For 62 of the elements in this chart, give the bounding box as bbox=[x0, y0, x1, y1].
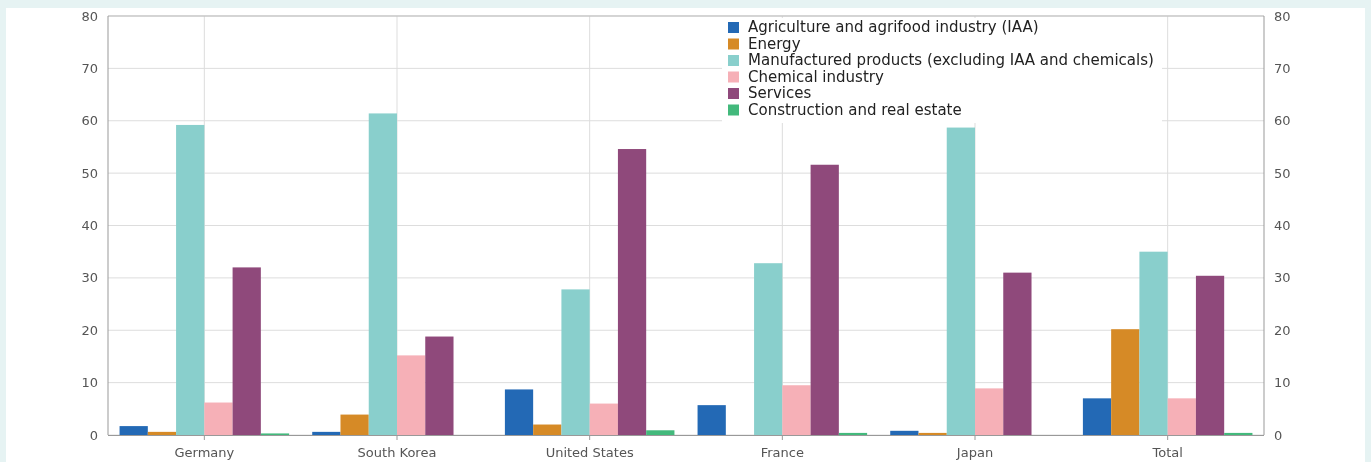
y2-tick-label: 30 bbox=[1274, 270, 1291, 286]
y2-tick-label: 70 bbox=[1274, 60, 1291, 76]
bar bbox=[1111, 329, 1140, 435]
y-tick-label: 60 bbox=[81, 113, 98, 129]
bar bbox=[697, 405, 726, 435]
x-tick-label: Japan bbox=[955, 445, 994, 460]
bar bbox=[204, 402, 233, 435]
bar bbox=[1195, 275, 1225, 435]
y2-tick-label: 40 bbox=[1274, 218, 1291, 234]
x-tick-label: France bbox=[760, 445, 804, 460]
bar bbox=[810, 164, 839, 435]
bar bbox=[838, 432, 868, 435]
bar bbox=[340, 414, 369, 435]
y-tick-label: 70 bbox=[81, 60, 98, 76]
bar bbox=[561, 289, 590, 435]
bar bbox=[646, 430, 675, 435]
y-tick-label: 10 bbox=[81, 375, 98, 391]
bar bbox=[176, 124, 205, 435]
bar bbox=[312, 431, 341, 435]
y2-tick-label: 60 bbox=[1274, 113, 1291, 129]
bar bbox=[232, 267, 261, 435]
y-tick-label: 0 bbox=[89, 427, 98, 443]
y2-tick-label: 0 bbox=[1274, 427, 1283, 443]
legend-label: Agriculture and agrifood industry (IAA) bbox=[748, 18, 1039, 36]
bar bbox=[946, 127, 975, 435]
x-tick-label: Germany bbox=[174, 445, 235, 460]
legend-label: Construction and real estate bbox=[748, 100, 962, 119]
bar bbox=[397, 355, 426, 435]
x-tick-label: South Korea bbox=[357, 445, 437, 460]
bar bbox=[589, 403, 618, 435]
bar bbox=[504, 389, 534, 435]
bar bbox=[147, 431, 177, 435]
y-tick-label: 50 bbox=[81, 165, 98, 181]
y-tick-label: 80 bbox=[81, 8, 98, 24]
x-tick-label: Total bbox=[1151, 445, 1183, 460]
legend-label: Chemical industry bbox=[748, 67, 884, 86]
bar bbox=[890, 430, 919, 435]
y2-tick-label: 80 bbox=[1274, 8, 1291, 24]
bar bbox=[1003, 272, 1032, 435]
bar bbox=[368, 113, 397, 435]
y-tick-label: 20 bbox=[81, 322, 98, 338]
bar bbox=[1139, 251, 1168, 435]
bar bbox=[1167, 398, 1196, 435]
y2-tick-label: 10 bbox=[1274, 375, 1291, 391]
legend-label: Manufactured products (excluding IAA and chemicals) bbox=[748, 51, 1154, 69]
y2-tick-label: 50 bbox=[1274, 165, 1291, 181]
y-tick-label: 40 bbox=[81, 218, 98, 234]
legend-label: Energy bbox=[748, 34, 801, 53]
bar bbox=[975, 388, 1004, 435]
bar bbox=[425, 336, 454, 435]
y-tick-label: 30 bbox=[81, 270, 98, 286]
bar bbox=[533, 424, 562, 435]
bar bbox=[754, 263, 783, 435]
x-tick-label: United States bbox=[545, 445, 634, 460]
bar bbox=[119, 426, 148, 435]
bar bbox=[1082, 398, 1112, 435]
bar bbox=[782, 385, 811, 435]
bar bbox=[617, 149, 647, 435]
y2-tick-label: 20 bbox=[1274, 322, 1291, 338]
legend-label: Services bbox=[748, 84, 812, 102]
bar bbox=[1224, 432, 1253, 435]
bar bbox=[918, 432, 947, 435]
